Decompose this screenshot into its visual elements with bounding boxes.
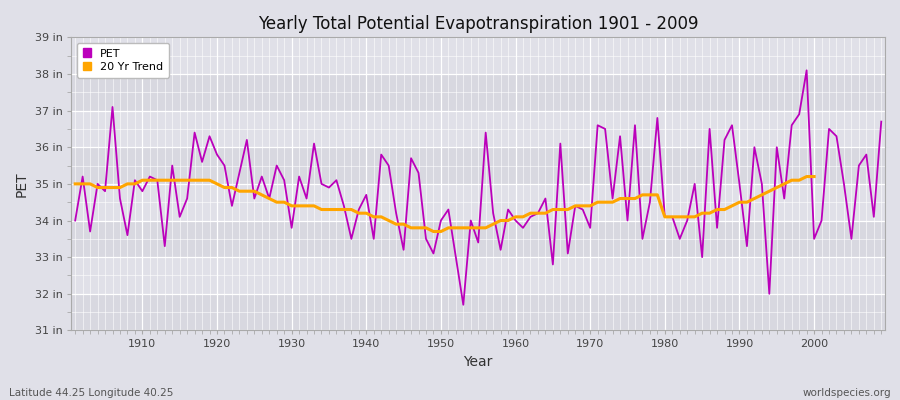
Bar [71,184,885,220]
Bar [71,257,885,294]
Bar [71,74,885,111]
Legend: PET, 20 Yr Trend: PET, 20 Yr Trend [77,43,169,78]
Text: Latitude 44.25 Longitude 40.25: Latitude 44.25 Longitude 40.25 [9,388,174,398]
Bar [71,294,885,330]
Title: Yearly Total Potential Evapotranspiration 1901 - 2009: Yearly Total Potential Evapotranspiratio… [258,15,698,33]
Text: worldspecies.org: worldspecies.org [803,388,891,398]
Bar [71,111,885,147]
Bar [71,220,885,257]
Bar [71,37,885,74]
X-axis label: Year: Year [464,355,493,369]
Y-axis label: PET: PET [15,171,29,197]
Bar [71,147,885,184]
